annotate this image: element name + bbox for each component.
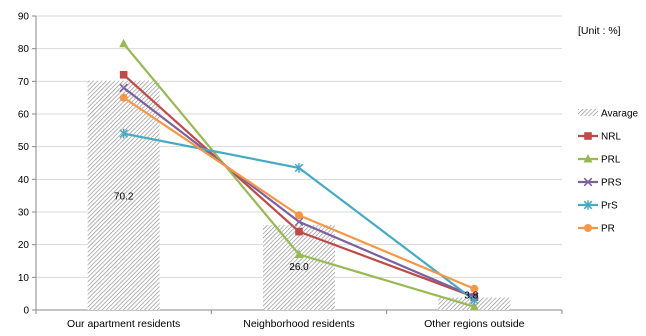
x-tick-label: Neighborhood residents [243,318,355,330]
y-tick-label: 50 [18,142,30,153]
y-tick-label: 70 [18,77,30,88]
legend-label: PRS [601,178,622,189]
y-tick-label: 80 [18,44,30,55]
unit-label: [Unit : %] [578,25,621,37]
marker-star [470,295,479,305]
y-tick-label: 40 [18,175,30,186]
y-tick-label: 10 [18,273,30,284]
marker-circle [119,93,128,102]
marker-triangle [119,38,129,48]
marker-triangle [294,249,304,258]
marker-triangle [583,154,593,163]
x-tick-label: Other regions outside [424,318,525,330]
bar-series [87,80,511,311]
marker-star [119,128,128,139]
y-tick-label: 30 [18,208,30,219]
legend: Avarage NRL PRL PRS PrS PR [578,109,639,235]
bar [263,225,335,310]
marker-x [583,177,593,187]
y-tick-label: 0 [23,306,29,317]
data-labels: 70.2 26.0 3.8 [114,191,479,301]
bar-data-label: 26.0 [289,262,309,273]
legend-label: NRL [601,132,621,143]
bar-data-label: 70.2 [114,191,134,202]
marker-square [584,132,592,140]
legend-label: PRL [601,155,621,166]
x-tick-label: Our apartment residents [67,318,180,330]
legend-label: PrS [601,201,618,212]
y-tick-label: 60 [18,110,30,121]
marker-circle [295,211,303,220]
y-tick-label: 90 [18,12,30,23]
marker-circle [584,224,592,232]
marker-circle [470,284,479,293]
marker-x [119,83,128,93]
legend-swatch-bar [578,109,598,116]
line-series [119,38,479,311]
bar-data-label: 3.8 [464,291,478,302]
marker-x [294,217,304,227]
marker-square [119,71,128,79]
legend-label: Avarage [601,109,639,120]
bar [87,80,160,311]
marker-triangle [469,301,479,311]
legend-label: PR [601,224,615,235]
marker-star [583,200,593,210]
y-tick-label: 20 [18,240,30,251]
axes: 0 10 20 30 40 50 60 70 80 90 Our apartment residen… [18,12,563,330]
marker-star [294,163,304,173]
marker-square [295,227,303,236]
